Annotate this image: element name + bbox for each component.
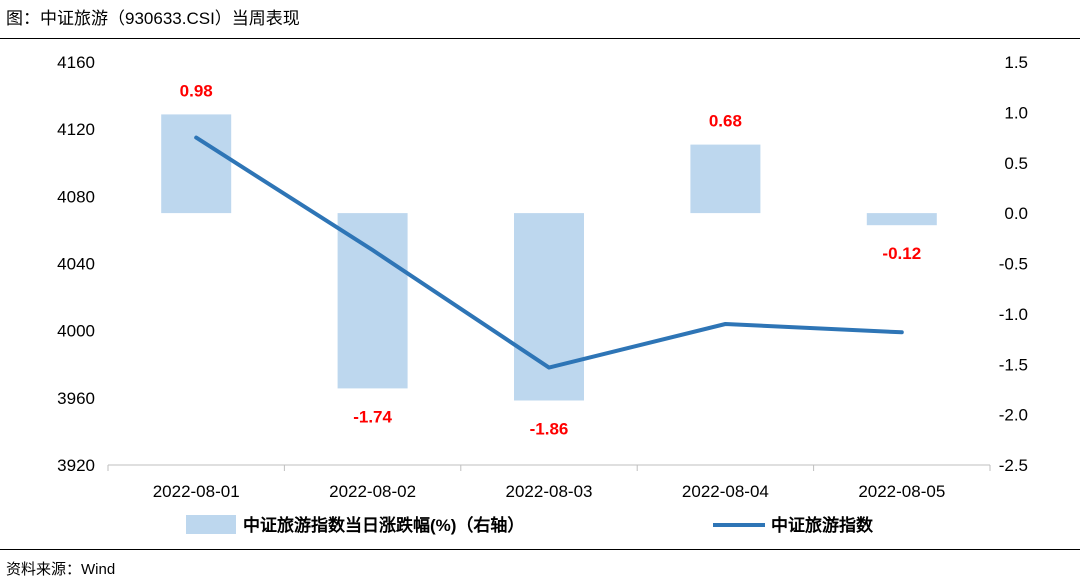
legend-bar-label: 中证旅游指数当日涨跌幅(%)（右轴） (243, 515, 524, 535)
left-tick-4000: 4000 (57, 322, 95, 341)
bar-data-labels: 0.98 -1.74 -1.86 0.68 -0.12 (180, 81, 922, 438)
bar-2022-08-01 (161, 114, 232, 214)
bar-2022-08-03 (514, 213, 584, 401)
x-label-2022-08-01: 2022-08-01 (153, 482, 240, 501)
x-label-2022-08-05: 2022-08-05 (858, 482, 945, 501)
bar-label-2022-08-04: 0.68 (709, 112, 742, 131)
x-label-2022-08-02: 2022-08-02 (329, 482, 416, 501)
source-note: 资料来源：Wind (6, 561, 116, 578)
right-tick--1.5: -1.5 (999, 355, 1028, 374)
right-tick--0.5: -0.5 (999, 255, 1028, 274)
bar-label-2022-08-02: -1.74 (353, 407, 392, 426)
left-tick-4160: 4160 (57, 53, 95, 72)
x-axis-ticks (107, 465, 991, 471)
left-tick-4120: 4120 (57, 120, 95, 139)
bar-label-2022-08-05: -0.12 (882, 244, 921, 263)
left-tick-4040: 4040 (57, 255, 95, 274)
right-tick-1.5: 1.5 (1004, 53, 1028, 72)
bar-label-2022-08-03: -1.86 (530, 420, 569, 439)
line-series-index (194, 135, 904, 370)
top-rule (0, 38, 1080, 39)
left-tick-3960: 3960 (57, 389, 95, 408)
left-tick-3920: 3920 (57, 456, 95, 475)
left-tick-4080: 4080 (57, 187, 95, 206)
x-axis-labels: 2022-08-01 2022-08-02 2022-08-03 2022-08-04… (153, 482, 946, 501)
bar-2022-08-04 (690, 144, 761, 214)
bar-series (161, 114, 937, 401)
right-tick-0.5: 0.5 (1004, 154, 1028, 173)
right-tick--1.0: -1.0 (999, 305, 1028, 324)
right-tick-0.0: 0.0 (1004, 204, 1028, 223)
left-axis-ticks: 4160 4120 4080 4040 4000 3960 3920 (57, 53, 95, 475)
legend: 中证旅游指数当日涨跌幅(%)（右轴） 中证旅游指数 (186, 515, 874, 535)
bar-2022-08-02 (337, 213, 408, 389)
right-axis-ticks: 1.5 1.0 0.5 0.0 -0.5 -1.0 -1.5 -2.0 -2.5 (999, 53, 1028, 475)
x-label-2022-08-03: 2022-08-03 (506, 482, 593, 501)
bar-label-2022-08-01: 0.98 (180, 81, 213, 100)
legend-line-label: 中证旅游指数 (771, 515, 874, 535)
right-tick-1.0: 1.0 (1004, 103, 1028, 122)
bottom-rule (0, 549, 1080, 550)
right-tick--2.5: -2.5 (999, 456, 1028, 475)
legend-bar-swatch (186, 515, 236, 534)
x-label-2022-08-04: 2022-08-04 (682, 482, 769, 501)
chart-title: 图：中证旅游（930633.CSI）当周表现 (6, 9, 300, 28)
right-tick--2.0: -2.0 (999, 406, 1028, 425)
bar-2022-08-05 (866, 213, 937, 226)
